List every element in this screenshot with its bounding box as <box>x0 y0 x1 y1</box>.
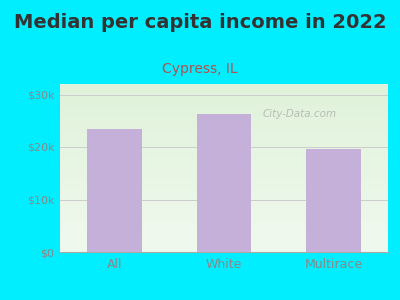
Text: Median per capita income in 2022: Median per capita income in 2022 <box>14 14 386 32</box>
Text: Cypress, IL: Cypress, IL <box>162 61 238 76</box>
Bar <box>197 114 251 252</box>
Bar <box>87 129 142 252</box>
Text: City-Data.com: City-Data.com <box>262 109 336 119</box>
Bar <box>306 148 361 252</box>
